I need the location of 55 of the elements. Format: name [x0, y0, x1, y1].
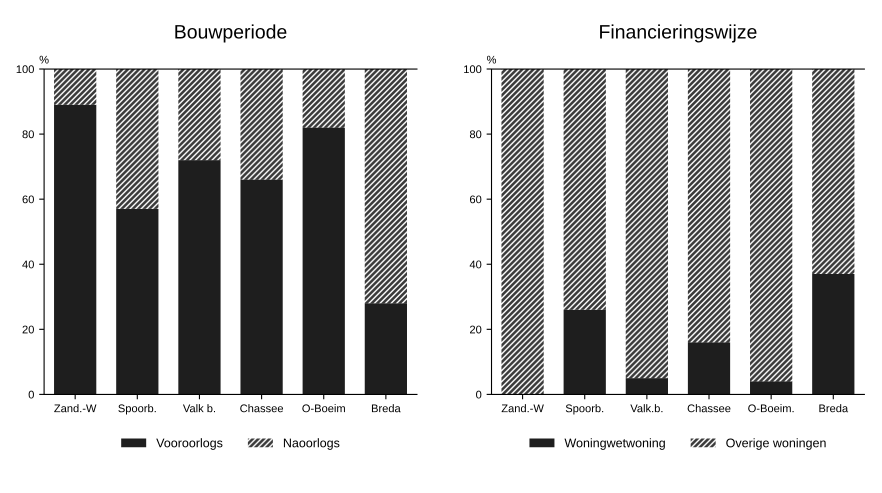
x-tick-label: Spoorb. — [566, 404, 604, 414]
bar — [501, 69, 544, 394]
legend-label: Naoorlogs — [284, 438, 340, 450]
bar — [812, 274, 854, 394]
chart-title: Bouwperiode — [175, 24, 286, 42]
bar — [364, 303, 408, 394]
legend-label: Woningwetwoning — [564, 438, 665, 450]
bar — [812, 69, 854, 274]
y-tick-label: 100 — [16, 65, 34, 74]
bar — [626, 69, 668, 378]
y-tick-label: 0 — [28, 390, 34, 399]
y-tick-label: 0 — [476, 390, 482, 399]
x-tick-label: Chassee — [240, 404, 284, 412]
chart-title: Financieringswijze — [600, 24, 757, 42]
bar — [302, 69, 345, 128]
x-tick-label: O-Boeim — [302, 404, 345, 412]
x-tick-label: Breda — [372, 404, 401, 412]
y-tick-label: 60 — [22, 195, 34, 204]
x-tick-label: Zand.-W — [54, 404, 96, 412]
y-tick-label: 80 — [22, 130, 34, 138]
x-tick-label: Chassee — [688, 404, 730, 412]
x-tick-label: Spoorb. — [118, 404, 156, 414]
bar — [688, 342, 730, 394]
x-tick-label: Valk b. — [182, 404, 216, 412]
y-axis-title: % — [486, 56, 496, 64]
y-axis-title: % — [40, 56, 49, 64]
bar — [364, 69, 408, 304]
bar — [750, 69, 792, 382]
y-tick-label: 80 — [470, 130, 482, 138]
bar — [302, 128, 345, 394]
bar — [116, 208, 158, 394]
y-tick-label: 60 — [470, 195, 482, 204]
bar — [564, 310, 606, 394]
bar — [750, 381, 792, 394]
bar — [240, 69, 283, 180]
bar — [178, 160, 221, 394]
y-tick-label: 40 — [470, 260, 482, 268]
y-tick-label: 100 — [464, 65, 482, 74]
x-tick-label: Zand.-W — [502, 404, 544, 412]
bar — [54, 104, 96, 394]
bar — [688, 69, 730, 342]
y-tick-label: 20 — [22, 326, 34, 334]
y-tick-label: 20 — [470, 326, 482, 334]
legend-label: Overige woningen — [726, 438, 826, 450]
bar — [564, 69, 606, 310]
x-tick-label: Breda — [819, 404, 848, 412]
legend-label: Vooroorlogs — [156, 438, 222, 450]
x-tick-label: Valk.b. — [630, 404, 662, 412]
bar — [116, 69, 158, 209]
y-tick-label: 40 — [22, 260, 34, 268]
x-tick-label: O-Boeim. — [748, 404, 794, 412]
bar — [54, 69, 96, 105]
bar — [178, 69, 221, 160]
bar — [626, 378, 668, 394]
bar — [240, 180, 283, 394]
